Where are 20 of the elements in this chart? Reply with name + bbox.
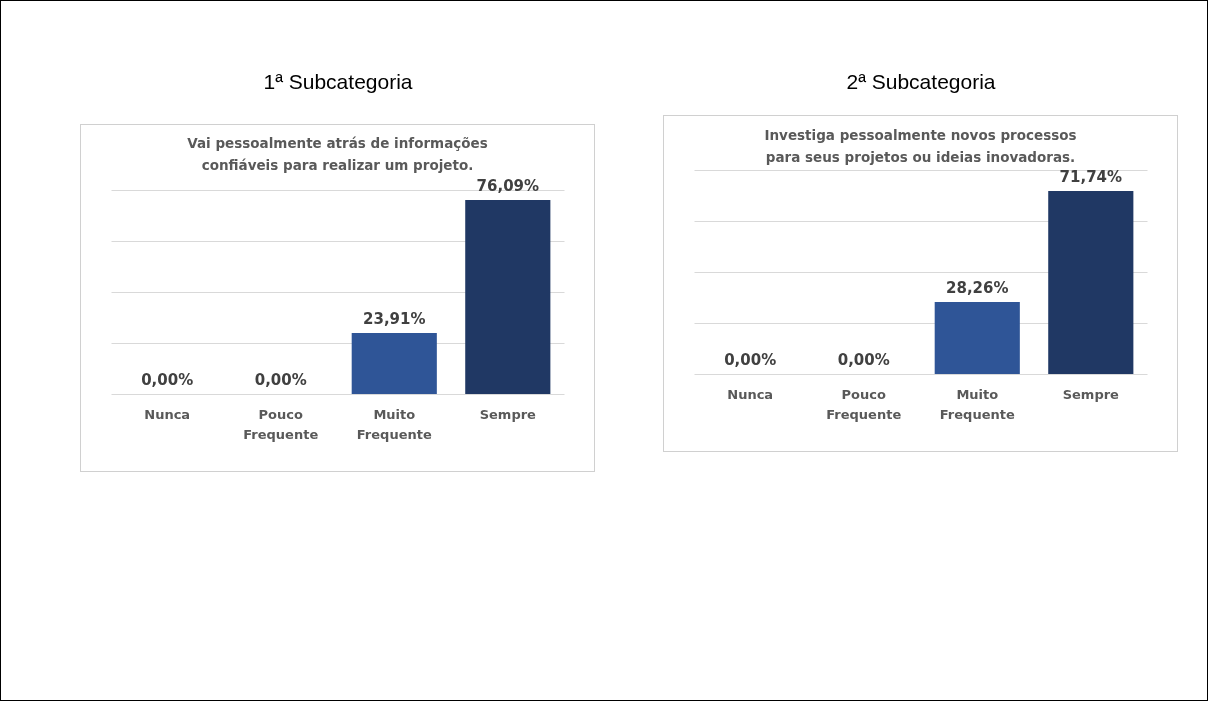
x-tick-label: Sempre <box>479 406 537 422</box>
data-label: 23,91% <box>363 310 426 329</box>
chart-subtitle: Vai pessoalmente atrás de informações confiáveis para realizar um projeto. <box>187 135 488 174</box>
data-label: 0,00% <box>724 351 777 369</box>
data-label: 71,74% <box>1059 168 1123 187</box>
x-tick-label: Pouco Frequente <box>243 406 319 442</box>
x-tick-label: Pouco Frequente <box>826 386 902 422</box>
x-tick-label: Nunca <box>144 406 191 422</box>
data-label: 76,09% <box>476 176 540 195</box>
data-label: 28,26% <box>946 278 1009 297</box>
data-label: 0,00% <box>837 351 890 369</box>
data-label: 0,00% <box>254 371 307 389</box>
chart-subtitle: Investiga pessoalmente novos processos para seus projetos ou ideias inovadoras. <box>764 126 1077 165</box>
chart-title: 2ª Subcategoria <box>845 70 997 95</box>
x-tick-label: Sempre <box>1062 386 1120 402</box>
x-tick-label: Muito Frequente <box>356 406 432 442</box>
chart-title: 1ª Subcategoria <box>262 70 414 95</box>
data-label: 0,00% <box>141 371 194 389</box>
x-tick-label: Nunca <box>727 386 774 402</box>
x-tick-label: Muito Frequente <box>939 386 1015 422</box>
